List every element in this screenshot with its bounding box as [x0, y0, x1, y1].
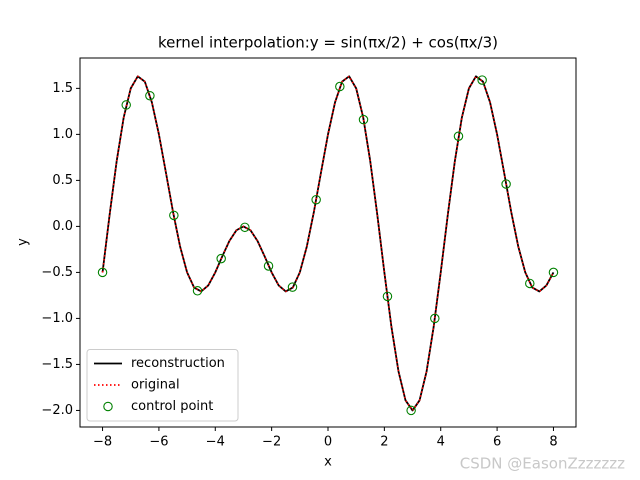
x-tick-label: −4: [206, 435, 225, 450]
y-tick-label: 1.5: [52, 81, 73, 96]
x-axis-label: x: [324, 455, 332, 470]
x-tick-label: 0: [324, 435, 332, 450]
control-point: [121, 100, 131, 110]
control-point: [263, 261, 274, 271]
x-tick-label: 6: [493, 435, 501, 450]
control-point: [477, 75, 487, 85]
watermark: CSDN @EasonZzzzzzz: [460, 455, 625, 473]
y-tick-label: −2.0: [41, 403, 73, 418]
legend-label: control point: [131, 399, 213, 414]
control-point: [453, 131, 464, 141]
control-point: [406, 405, 416, 416]
legend-marker: [103, 401, 113, 412]
control-point: [287, 282, 298, 292]
x-tick-label: −8: [93, 435, 112, 450]
y-tick-label: 1.0: [52, 127, 73, 142]
x-tick-label: −2: [262, 435, 281, 450]
legend-box: [86, 349, 239, 422]
y-tick-label: 0.5: [52, 173, 73, 188]
control-point: [240, 222, 250, 233]
control-point: [430, 313, 440, 324]
control-point: [358, 114, 369, 125]
control-point: [335, 81, 345, 92]
legend-label: original: [131, 378, 180, 393]
x-tick-label: 2: [380, 435, 388, 450]
y-tick-label: −1.5: [41, 357, 73, 372]
control-point: [169, 210, 179, 221]
control-point: [216, 253, 226, 264]
control-point: [145, 90, 155, 101]
x-tick-label: 8: [549, 435, 557, 450]
control-point: [192, 286, 203, 296]
chart-title: kernel interpolation:y = sin(πx/2) + cos…: [158, 34, 498, 52]
plot-frame: [79, 57, 577, 428]
y-tick-label: −0.5: [41, 265, 73, 280]
y-axis-label: y: [16, 238, 31, 246]
control-point: [382, 291, 393, 302]
y-tick-label: −1.0: [41, 311, 73, 326]
control-point: [548, 267, 559, 278]
legend-label: reconstruction: [131, 356, 225, 371]
x-tick-label: 4: [437, 435, 445, 450]
control-point: [97, 267, 108, 278]
control-point: [311, 194, 321, 205]
control-point: [501, 179, 511, 189]
x-tick-label: −6: [149, 435, 168, 450]
control-point: [525, 278, 535, 289]
y-tick-label: 0.0: [52, 219, 73, 234]
